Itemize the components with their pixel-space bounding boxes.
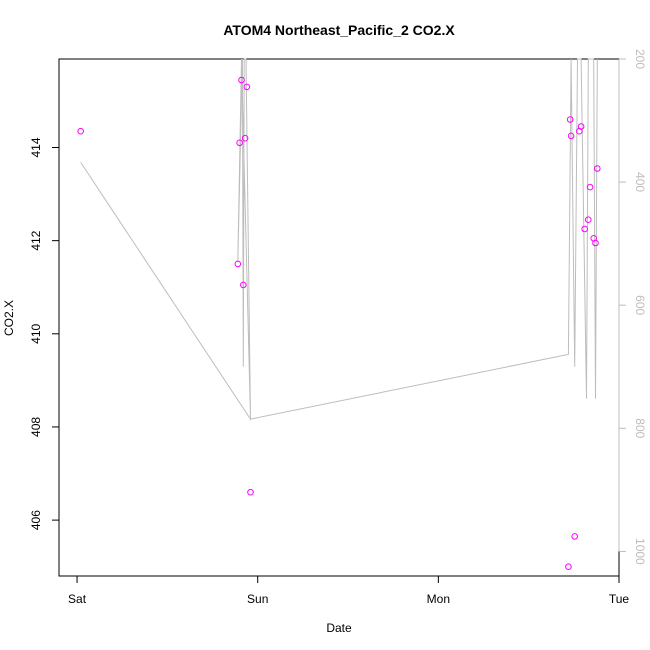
x-tick-label: Sat xyxy=(68,592,87,606)
x-tick-label: Mon xyxy=(427,592,450,606)
data-point xyxy=(577,123,585,130)
y-tick-label: 408 xyxy=(29,417,43,437)
depth-series-line xyxy=(80,58,598,421)
y-axis-label: CO2.X xyxy=(2,300,16,336)
data-point xyxy=(567,132,575,140)
data-point xyxy=(236,139,243,147)
depth-line-layer xyxy=(80,58,598,421)
y2-tick-label: 1000 xyxy=(633,538,647,565)
data-point xyxy=(585,216,592,223)
data-point xyxy=(592,239,599,247)
data-point xyxy=(240,281,247,289)
y2-tick-label: 400 xyxy=(633,172,647,192)
x-tick-label: Sun xyxy=(247,592,268,606)
data-point xyxy=(565,563,572,571)
y-tick-label: 406 xyxy=(29,510,43,530)
y-axis: 406 408 410 412 414 xyxy=(29,137,60,530)
x-axis-label: Date xyxy=(326,621,352,635)
y2-axis: 200 400 600 800 1000 xyxy=(618,49,647,565)
data-point xyxy=(77,127,84,135)
x-tick-label: Tue xyxy=(609,592,630,606)
data-point xyxy=(238,76,245,84)
y2-tick-label: 800 xyxy=(633,418,647,438)
y-tick-label: 414 xyxy=(29,137,43,157)
x-axis: Sat Sun Mon Tue xyxy=(68,575,630,606)
y2-tick-label: 600 xyxy=(633,295,647,315)
data-point xyxy=(571,533,579,540)
data-point xyxy=(594,165,601,172)
plot-frame xyxy=(58,58,620,577)
data-point xyxy=(566,116,574,123)
y2-tick-label: 200 xyxy=(633,49,647,69)
data-point xyxy=(586,183,594,191)
y-tick-label: 410 xyxy=(29,323,43,343)
data-point xyxy=(581,225,589,233)
data-point xyxy=(241,134,249,142)
data-point xyxy=(243,83,251,91)
data-point xyxy=(247,488,254,496)
y-tick-label: 412 xyxy=(29,230,43,250)
chart-title: ATOM4 Northeast_Pacific_2 CO2.X xyxy=(223,22,455,38)
data-point xyxy=(234,260,242,268)
points-layer xyxy=(77,76,601,571)
